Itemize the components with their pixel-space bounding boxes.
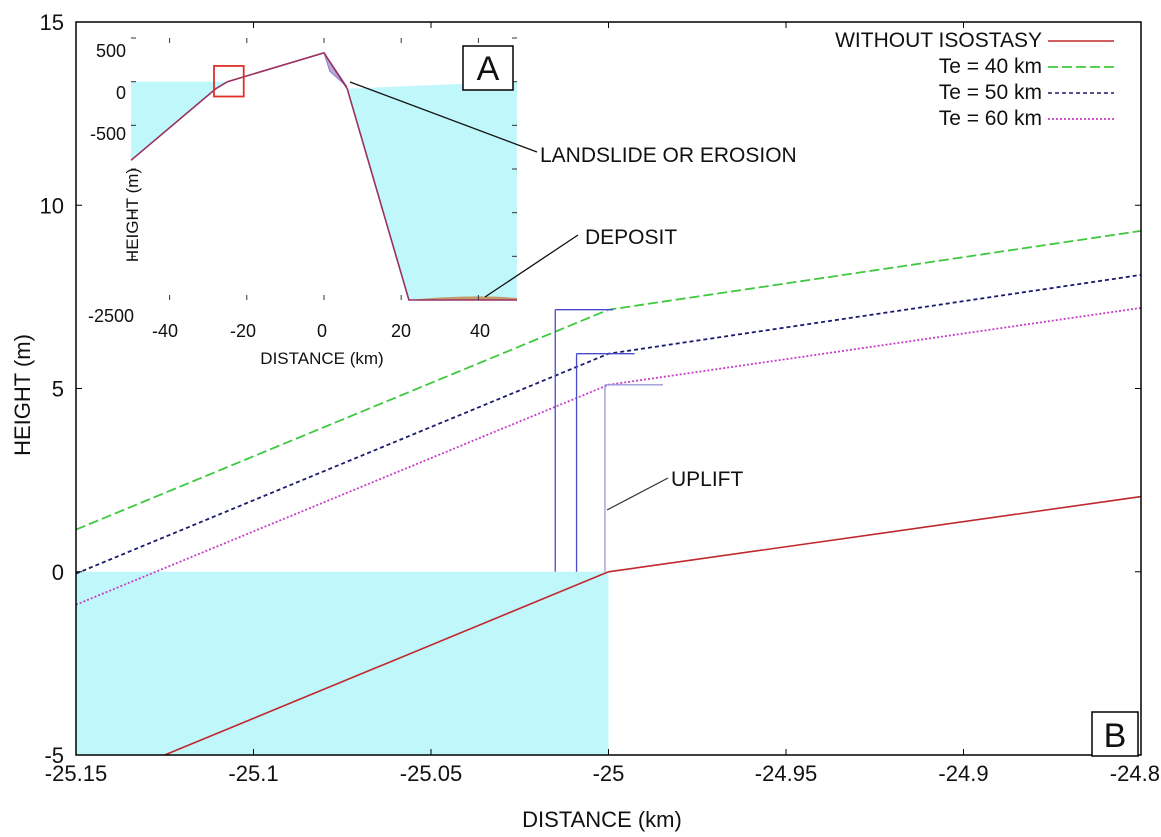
main-chart: -25.15 -25.1 -25.05 -25 -24.95 -24.9 -24.85 -5…: [10, 10, 1161, 832]
legend-label-without-isostasy: WITHOUT ISOSTASY: [835, 29, 1042, 52]
inset-y-tick-label: -2500: [88, 306, 134, 326]
x-tick-label: -24.85: [1110, 761, 1161, 786]
inset-x-tick-label: 40: [470, 321, 490, 341]
y-tick-label: -5: [44, 743, 64, 768]
uplift-bars: [554, 309, 663, 572]
inset-ticks: [131, 37, 517, 300]
y-tick-label: 0: [52, 560, 64, 585]
x-tick-label: -25.05: [400, 761, 462, 786]
uplift-label: UPLIFT: [671, 468, 744, 491]
deposit-label: DEPOSIT: [585, 226, 677, 249]
inset-x-tick-label: 20: [391, 321, 411, 341]
inset-y-axis-label: HEIGHT (m): [123, 168, 142, 262]
inset-sea-left: [131, 81, 228, 161]
panel-label-a-box: [462, 45, 514, 91]
uplift-leader-line: [606, 477, 669, 511]
legend-label-te-50: Te = 50 km: [939, 81, 1042, 104]
inset-x-tick-label: -20: [230, 321, 256, 341]
x-tick-label: -25.1: [228, 761, 278, 786]
landslide-label: LANDSLIDE OR EROSION: [540, 144, 797, 167]
x-tick-label: -24.95: [755, 761, 817, 786]
y-tick-label: 5: [52, 377, 64, 402]
inset-profile-line: [130, 51, 517, 301]
landslide-leader-line: [349, 81, 538, 153]
inset-y-tick-label: 0: [116, 83, 126, 103]
x-tick-label: -25.15: [45, 761, 107, 786]
deposit-leader-line: [484, 234, 579, 298]
x-tick-label: -24.9: [938, 761, 988, 786]
inset-x-tick-label: 0: [317, 321, 327, 341]
y-tick-label: 15: [40, 10, 64, 35]
panel-label-a: A: [477, 50, 500, 88]
panel-label-b-box: [1091, 711, 1139, 757]
inset-y-tick-label: -500: [90, 124, 126, 144]
series-line-te-50-km: [75, 274, 1142, 575]
y-axis-label: HEIGHT (m): [10, 334, 35, 456]
inset-y-tick-label: 500: [96, 41, 126, 61]
legend: WITHOUT ISOSTASY Te = 40 km Te = 50 km T…: [835, 29, 1114, 130]
y-axis-ticks: -5 0 5 10 15: [40, 10, 1141, 768]
inset-chart: 500 0 -500 -2500 -40 -20 0 20 40 DISTANC…: [88, 37, 797, 368]
legend-label-te-40: Te = 40 km: [939, 55, 1042, 78]
x-axis-ticks: -25.15 -25.1 -25.05 -25 -24.95 -24.9 -24.85: [45, 22, 1161, 786]
inset-x-tick-label: -40: [152, 321, 178, 341]
inset-zoom-box: [213, 65, 245, 98]
series-line-te-60-km: [75, 307, 1142, 606]
inset-sea-right: [347, 81, 517, 301]
y-tick-label: 10: [40, 193, 64, 218]
inset-x-axis-label: DISTANCE (km): [260, 349, 383, 368]
x-axis-label: DISTANCE (km): [522, 807, 682, 832]
panel-label-b: B: [1104, 717, 1127, 755]
series-line-without-isostasy: [164, 495, 1142, 756]
inset-deposit-area: [408, 296, 517, 300]
x-tick-label: -25: [593, 761, 625, 786]
legend-label-te-60: Te = 60 km: [939, 107, 1042, 130]
sea-area: [76, 571, 609, 755]
